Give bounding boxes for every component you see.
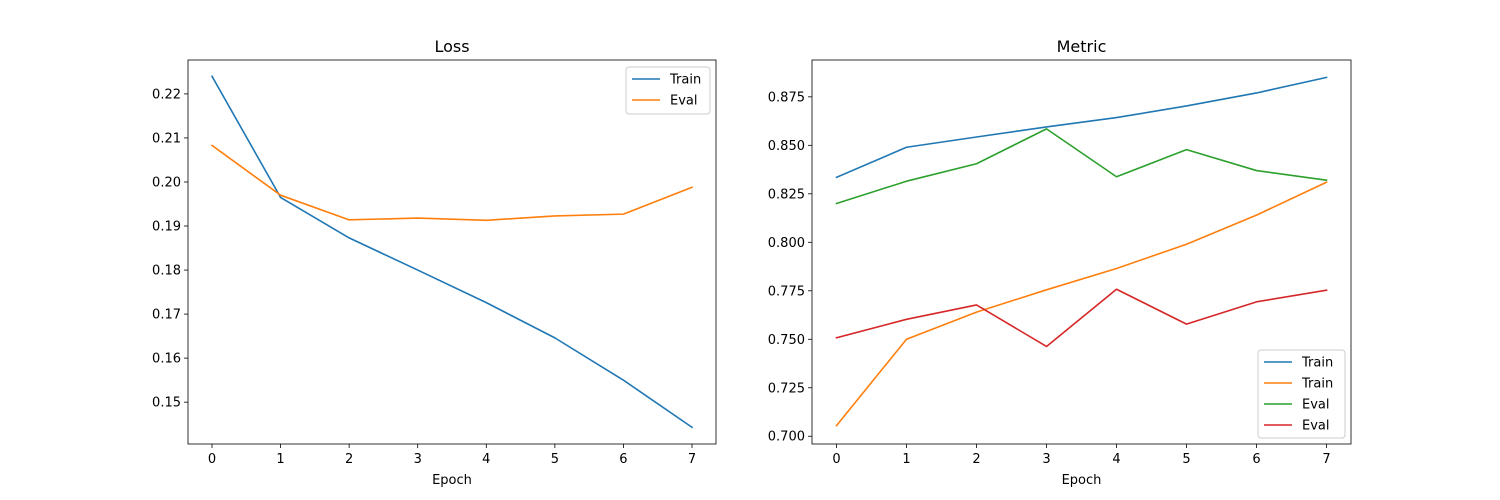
x-tick-label: 7 (688, 452, 696, 467)
x-axis-label: Epoch (432, 473, 472, 488)
x-tick-label: 0 (832, 452, 840, 467)
y-tick-label: 0.16 (152, 352, 181, 367)
x-tick-label: 6 (619, 452, 627, 467)
y-tick-label: 0.15 (152, 396, 181, 411)
series-line-3 (835, 288, 1328, 348)
x-tick-label: 4 (1112, 452, 1120, 467)
series-line-2 (835, 128, 1328, 205)
series-line-0 (210, 75, 694, 429)
metric-chart: 0 1 2 3 4 5 6 7 0.700 0.725 0.750 0.775 0.800 0.825 0.… (768, 37, 1352, 488)
legend-label: Train (669, 73, 701, 88)
x-tick-label: 5 (551, 452, 559, 467)
x-tick-label: 7 (1322, 452, 1330, 467)
chart-title: Metric (1057, 37, 1107, 56)
x-tick-label: 3 (414, 452, 422, 467)
loss-chart: 0 1 2 3 4 5 6 7 0.15 0.16 0.17 0.18 0.19 0.20 0.21 0.22… (152, 37, 717, 488)
legend-label: Train (1301, 377, 1333, 392)
chart-title: Loss (434, 37, 469, 56)
y-tick-label: 0.20 (152, 175, 181, 190)
y-tick-label: 0.800 (768, 236, 805, 251)
x-tick-label: 3 (1042, 452, 1050, 467)
legend-label: Eval (1302, 419, 1330, 434)
x-tick-label: 0 (208, 452, 216, 467)
legend-box (1257, 349, 1346, 439)
x-tick-label: 2 (972, 452, 980, 467)
x-tick-label: 5 (1182, 452, 1190, 467)
x-tick-label: 1 (276, 452, 284, 467)
legend: Train Eval (625, 66, 711, 115)
y-tick-label: 0.775 (768, 284, 805, 299)
legend: Train Train Eval Eval (1257, 349, 1346, 439)
y-tick-label: 0.17 (152, 308, 181, 323)
y-tick-label: 0.750 (768, 333, 805, 348)
x-tick-label: 6 (1252, 452, 1260, 467)
series-line-1 (835, 181, 1328, 427)
series-line-1 (210, 144, 694, 222)
y-tick-label: 0.700 (768, 430, 805, 445)
plot-area (187, 59, 717, 445)
y-tick-label: 0.825 (768, 187, 805, 202)
legend-label: Train (1301, 356, 1333, 371)
y-tick-label: 0.875 (768, 90, 805, 105)
y-tick-label: 0.22 (152, 87, 181, 102)
series-line-0 (835, 76, 1328, 179)
x-tick-label: 2 (345, 452, 353, 467)
y-tick-label: 0.18 (152, 264, 181, 279)
y-tick-label: 0.725 (768, 381, 805, 396)
x-tick-label: 4 (482, 452, 490, 467)
x-axis-label: Epoch (1062, 473, 1102, 488)
y-tick-label: 0.19 (152, 220, 181, 235)
y-tick-label: 0.21 (152, 131, 181, 146)
x-tick-label: 1 (902, 452, 910, 467)
y-tick-label: 0.850 (768, 139, 805, 154)
legend-label: Eval (670, 94, 698, 109)
legend-label: Eval (1302, 398, 1330, 413)
